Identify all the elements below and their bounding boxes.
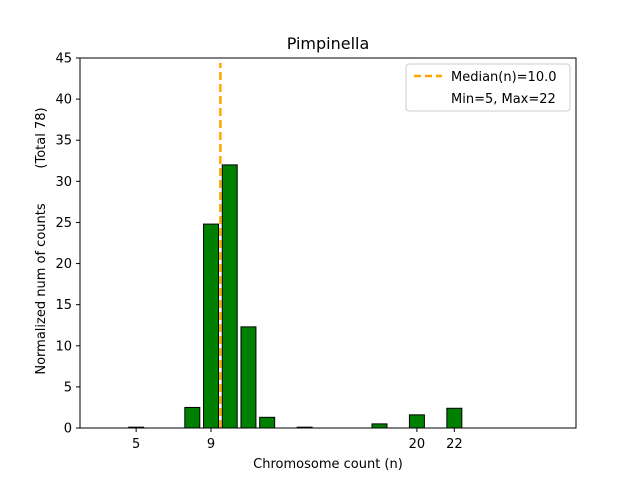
y-tick-label: 20 bbox=[55, 257, 72, 272]
bar-n-18 bbox=[371, 423, 388, 429]
bar-n-9 bbox=[203, 223, 220, 429]
x-tick-label: 9 bbox=[207, 437, 215, 452]
bar-n-10 bbox=[221, 164, 238, 429]
y-tick-label: 30 bbox=[55, 175, 72, 190]
legend: Median(n)=10.0 Min=5, Max=22 bbox=[405, 63, 571, 112]
y-axis-total-note: (Total 78) bbox=[34, 107, 49, 168]
x-axis: 5 9 20 22 bbox=[132, 428, 463, 452]
y-tick-label: 5 bbox=[64, 380, 72, 395]
bar-n-8 bbox=[184, 406, 201, 429]
legend-box bbox=[405, 63, 571, 112]
y-tick-label: 35 bbox=[55, 134, 72, 149]
x-tick-label: 22 bbox=[446, 437, 463, 452]
y-tick-label: 40 bbox=[55, 93, 72, 108]
x-axis-label: Chromosome count (n) bbox=[253, 457, 403, 472]
y-tick-label: 15 bbox=[55, 298, 72, 313]
bar-n-22 bbox=[446, 407, 463, 429]
x-tick-label: 20 bbox=[409, 437, 426, 452]
legend-entry-median: Median(n)=10.0 bbox=[451, 70, 557, 85]
x-tick-label: 5 bbox=[132, 437, 140, 452]
legend-entry-minmax: Min=5, Max=22 bbox=[451, 92, 556, 107]
y-tick-label: 25 bbox=[55, 216, 72, 231]
bar-n-12 bbox=[259, 416, 276, 429]
y-axis-label: Normalized num of counts bbox=[34, 203, 49, 374]
y-tick-label: 0 bbox=[64, 422, 72, 437]
y-tick-label: 45 bbox=[55, 52, 72, 67]
plot-frame bbox=[79, 57, 577, 429]
bar-n-20 bbox=[408, 414, 425, 429]
chart-title: Pimpinella bbox=[287, 34, 370, 53]
y-tick-label: 10 bbox=[55, 339, 72, 354]
bar-n-11 bbox=[240, 326, 257, 429]
y-axis: 0 5 10 15 20 25 30 35 40 45 bbox=[55, 52, 80, 437]
